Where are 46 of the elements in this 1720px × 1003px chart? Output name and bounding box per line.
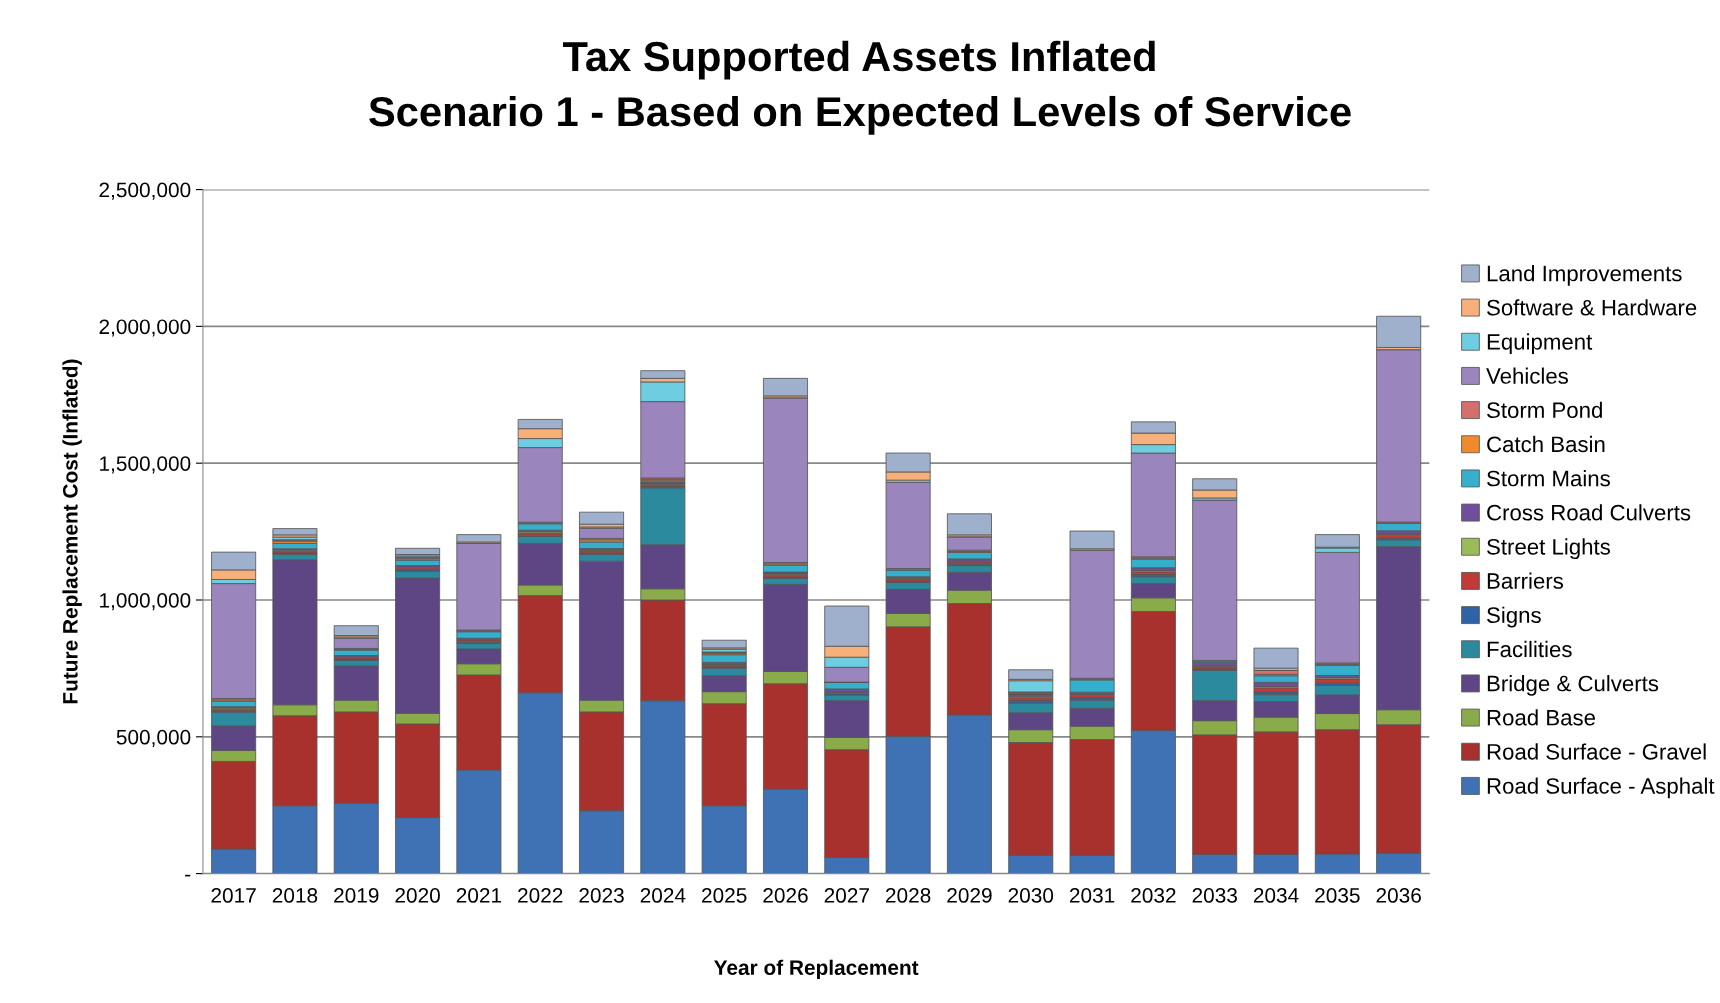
legend-label: Land Improvements [1487, 265, 1682, 286]
legend-label: Catch Basin [1487, 435, 1605, 453]
legend-label: Street Lights [1487, 538, 1610, 560]
x-tick-label: 2036 [1376, 888, 1421, 903]
x-tick-label: 2033 [1192, 888, 1237, 903]
chart-title: Tax Supported Assets Inflated [562, 40, 1155, 80]
y-axis-title: Future Replacement Cost (Inflated) [62, 359, 82, 704]
legend-label: Equipment [1487, 333, 1593, 355]
x-tick-label: 2029 [947, 888, 992, 903]
x-tick-label: 2021 [456, 888, 502, 903]
legend-label: Signs [1487, 606, 1541, 628]
legend-label: Storm Pond [1487, 401, 1602, 419]
legend-label: Facilities [1487, 640, 1572, 658]
x-tick-label: 2020 [395, 888, 440, 903]
chart-subtitle: Scenario 1 - Based on Expected Levels of Service [369, 95, 1351, 135]
x-tick-label: 2026 [763, 888, 808, 903]
legend-label: Road Surface - Asphalt [1487, 777, 1715, 799]
legend-label: Bridge & Culverts [1487, 675, 1659, 696]
x-tick-label: 2018 [272, 888, 318, 903]
x-tick-label: 2017 [211, 888, 256, 903]
x-tick-label: 2034 [1253, 888, 1299, 903]
x-tick-label: 2025 [702, 888, 747, 903]
legend-label: Road Base [1487, 709, 1595, 726]
legend-label: Cross Road Culverts [1487, 504, 1691, 521]
legend-label: Vehicles [1486, 367, 1568, 384]
x-axis-title: Year of Replacement [714, 959, 919, 980]
y-tick-label: 2,000,000 [99, 319, 191, 337]
x-tick-label: 2031 [1069, 888, 1115, 903]
x-tick-label: 2032 [1131, 888, 1176, 903]
y-tick-label: 500,000 [116, 729, 191, 748]
x-tick-label: 2027 [824, 888, 869, 903]
legend-label: Software & Hardware [1487, 299, 1697, 316]
x-tick-label: 2030 [1008, 888, 1054, 903]
y-tick-label: 1,500,000 [100, 456, 191, 474]
x-tick-label: 2019 [334, 888, 379, 903]
y-tick-label: - [185, 874, 191, 877]
legend-label: Road Surface - Gravel [1487, 743, 1706, 760]
y-tick-label: 2,500,000 [99, 182, 191, 200]
legend-label: Storm Mains [1487, 470, 1610, 487]
x-tick-label: 2028 [885, 888, 931, 903]
x-tick-label: 2035 [1315, 888, 1360, 903]
x-tick-label: 2023 [579, 888, 624, 903]
legend-label: Barriers [1487, 572, 1564, 589]
y-tick-label: 1,000,000 [100, 593, 191, 611]
x-tick-label: 2022 [518, 888, 563, 903]
x-tick-label: 2024 [640, 888, 686, 903]
